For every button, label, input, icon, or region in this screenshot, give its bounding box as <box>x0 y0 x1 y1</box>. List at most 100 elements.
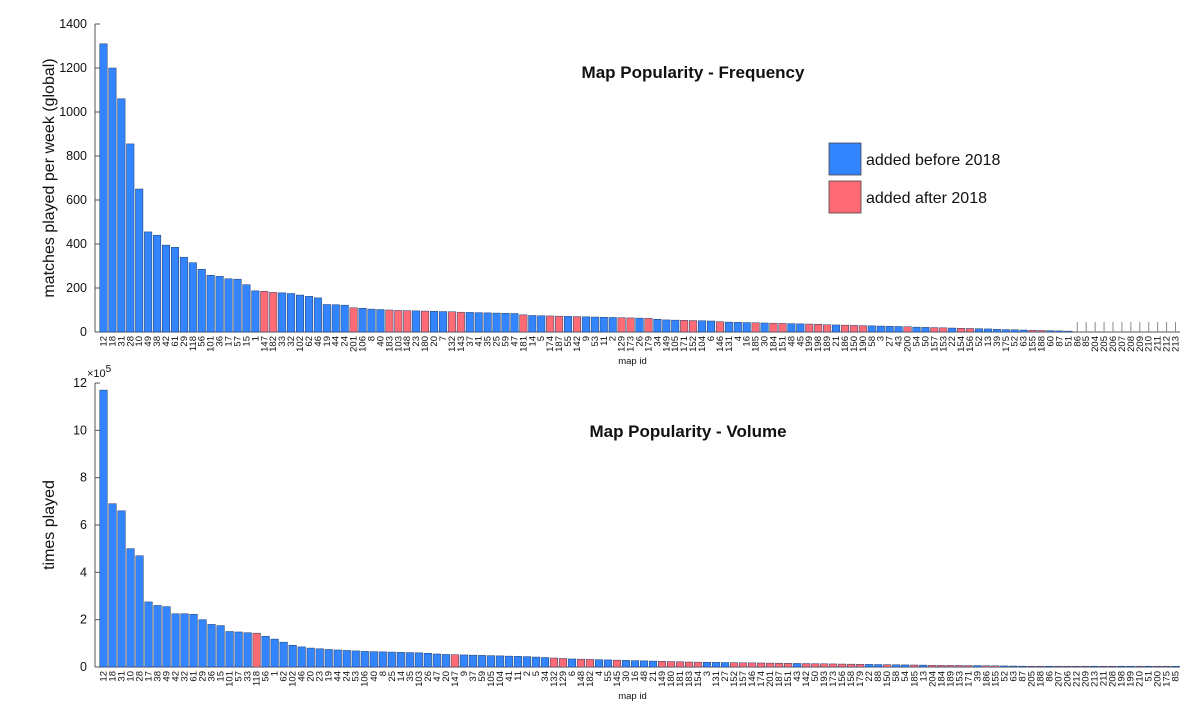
x-tick-label: 41 <box>474 336 485 347</box>
x-tick-label: 204 <box>927 671 938 687</box>
bar-20 <box>306 647 315 668</box>
bar-62 <box>279 641 288 668</box>
x-tick-label: 106 <box>360 671 371 687</box>
bar-199 <box>805 323 814 333</box>
bar-142 <box>572 316 581 333</box>
x-tick-label: 85 <box>1170 671 1181 682</box>
bar-44 <box>333 649 342 668</box>
bar-118 <box>252 632 261 668</box>
bar-187 <box>555 315 564 333</box>
legend: added before 2018 added after 2018 <box>828 142 1000 214</box>
x-tick-label: 86 <box>1072 336 1083 347</box>
bar-181 <box>519 314 528 333</box>
x-tick-label: 155 <box>1028 336 1039 352</box>
bar-15 <box>216 625 225 668</box>
x-tick-label: 11 <box>599 336 610 346</box>
x-tick-label: 2 <box>522 671 533 676</box>
x-tick-label: 53 <box>590 336 601 347</box>
x-tick-label: 38 <box>153 671 164 682</box>
x-tick-label: 189 <box>822 336 833 352</box>
bar-152 <box>689 320 698 333</box>
bar-6 <box>706 320 715 333</box>
x-tick-label: 87 <box>1054 336 1065 347</box>
x-tick-label: 179 <box>855 671 866 687</box>
bar-201 <box>349 307 358 333</box>
x-tick-label: 57 <box>232 336 243 347</box>
x-tick-label: 22 <box>947 336 958 347</box>
x-tick-label: 189 <box>945 671 956 687</box>
y-exponent-base: ×10 <box>87 368 106 380</box>
bar-201 <box>766 662 775 668</box>
x-tick-label: 145 <box>612 671 623 687</box>
bar-46 <box>297 646 306 668</box>
y-tick-label: 4 <box>80 565 87 579</box>
x-tick-label: 198 <box>1116 671 1127 687</box>
bar-132 <box>447 311 456 333</box>
x-tick-label: 209 <box>1135 336 1146 352</box>
x-tick-label: 40 <box>369 671 380 682</box>
bar-105 <box>486 655 495 668</box>
bar-179 <box>856 664 865 668</box>
x-tick-label: 62 <box>279 671 290 682</box>
x-tick-label: 60 <box>1045 336 1056 347</box>
bar-88 <box>874 664 883 668</box>
bar-106 <box>358 307 367 333</box>
bar-183 <box>385 309 394 333</box>
x-tick-label: 9 <box>459 671 470 676</box>
x-tick-label: 205 <box>1099 336 1110 352</box>
y-tick-label: 12 <box>73 376 87 390</box>
bar-25 <box>492 312 501 333</box>
bar-154 <box>694 661 703 668</box>
x-tick-label: 13 <box>918 671 929 682</box>
bar-33 <box>278 292 287 333</box>
x-tick-label: 39 <box>992 336 1003 347</box>
x-tick-label: 211 <box>1098 671 1109 686</box>
x-tick-label: 149 <box>657 671 668 687</box>
x-tick-label: 51 <box>1143 671 1154 682</box>
y-tick-label: 6 <box>80 518 87 532</box>
bar-43 <box>793 663 802 668</box>
x-tick-label: 154 <box>956 336 967 352</box>
x-tick-label: 47 <box>509 336 520 347</box>
x-tick-label: 56 <box>197 336 208 347</box>
x-tick-label: 23 <box>315 671 326 682</box>
bar-104 <box>698 320 707 333</box>
bar-207 <box>1054 665 1063 668</box>
x-tick-label: 147 <box>450 671 461 687</box>
bar-48 <box>787 323 796 333</box>
x-tick-label: 174 <box>545 336 556 352</box>
bar-151 <box>784 663 793 668</box>
x-tick-label: 171 <box>963 671 974 687</box>
bar-145 <box>612 659 622 668</box>
x-tick-label: 211 <box>1153 336 1164 351</box>
bar-13 <box>983 328 992 333</box>
bar-6 <box>567 658 576 668</box>
bar-32 <box>180 613 189 668</box>
x-tick-label: 157 <box>738 671 749 687</box>
bar-158 <box>847 663 856 668</box>
x-tick-label: 185 <box>751 336 762 352</box>
x-tick-label: 201 <box>349 336 360 352</box>
bar-153 <box>955 665 964 668</box>
bar-17 <box>144 601 153 668</box>
x-tick-label: 151 <box>777 336 788 352</box>
x-tick-label: 146 <box>715 336 726 352</box>
x-tick-label: 154 <box>693 671 704 687</box>
x-tick-label: 182 <box>268 336 279 352</box>
x-tick-label: 52 <box>1010 336 1021 347</box>
x-tick-label: 187 <box>554 336 565 352</box>
y-tick-label: 200 <box>66 281 87 295</box>
bar-40 <box>369 651 378 668</box>
x-tick-label: 104 <box>495 671 506 687</box>
x-tick-label: 88 <box>873 671 884 682</box>
bar-4 <box>594 659 603 668</box>
x-tick-label: 12 <box>99 671 110 682</box>
bar-189 <box>823 324 832 333</box>
x-tick-label: 36 <box>207 671 218 682</box>
x-tick-label: 43 <box>792 671 803 682</box>
bar-129 <box>617 317 626 333</box>
bar-156 <box>966 328 975 333</box>
x-tick-label: 118 <box>252 671 263 686</box>
x-tick-label: 199 <box>1125 671 1136 687</box>
bar-47 <box>510 313 519 333</box>
